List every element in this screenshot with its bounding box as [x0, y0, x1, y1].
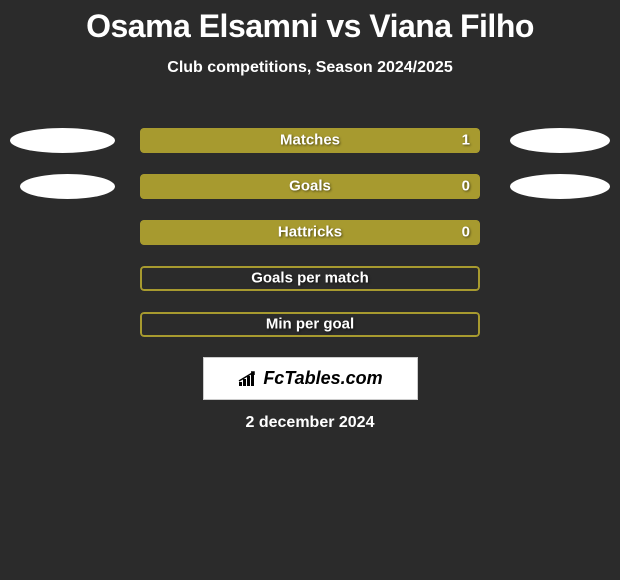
stat-value: 0 — [462, 178, 470, 195]
page-title: Osama Elsamni vs Viana Filho — [0, 0, 620, 45]
stat-label: Hattricks — [278, 224, 342, 241]
stat-bar: Min per goal — [140, 312, 480, 337]
stat-value: 0 — [462, 224, 470, 241]
stat-row: Goals 0 — [10, 163, 610, 209]
logo-box: FcTables.com — [203, 357, 418, 400]
stat-bar: Goals per match — [140, 266, 480, 291]
comparison-chart: Matches 1 Goals 0 Hattricks 0 Goals per match M… — [0, 117, 620, 347]
stat-row: Min per goal — [10, 301, 610, 347]
stat-bar: Matches 1 — [140, 128, 480, 153]
stat-row: Matches 1 — [10, 117, 610, 163]
left-marker-ellipse — [10, 128, 115, 153]
date-text: 2 december 2024 — [0, 414, 620, 432]
logo-text: FcTables.com — [237, 368, 382, 389]
stat-label: Matches — [280, 132, 340, 149]
stat-bar: Goals 0 — [140, 174, 480, 199]
stat-value: 1 — [462, 132, 470, 149]
page-subtitle: Club competitions, Season 2024/2025 — [0, 59, 620, 77]
logo-label: FcTables.com — [263, 368, 382, 389]
stat-row: Goals per match — [10, 255, 610, 301]
right-marker-ellipse — [510, 128, 610, 153]
stat-row: Hattricks 0 — [10, 209, 610, 255]
stat-label: Min per goal — [266, 316, 354, 333]
stat-label: Goals per match — [251, 270, 369, 287]
right-marker-ellipse — [510, 174, 610, 199]
left-marker-ellipse — [20, 174, 115, 199]
stat-bar: Hattricks 0 — [140, 220, 480, 245]
stat-label: Goals — [289, 178, 331, 195]
chart-icon — [237, 370, 259, 388]
